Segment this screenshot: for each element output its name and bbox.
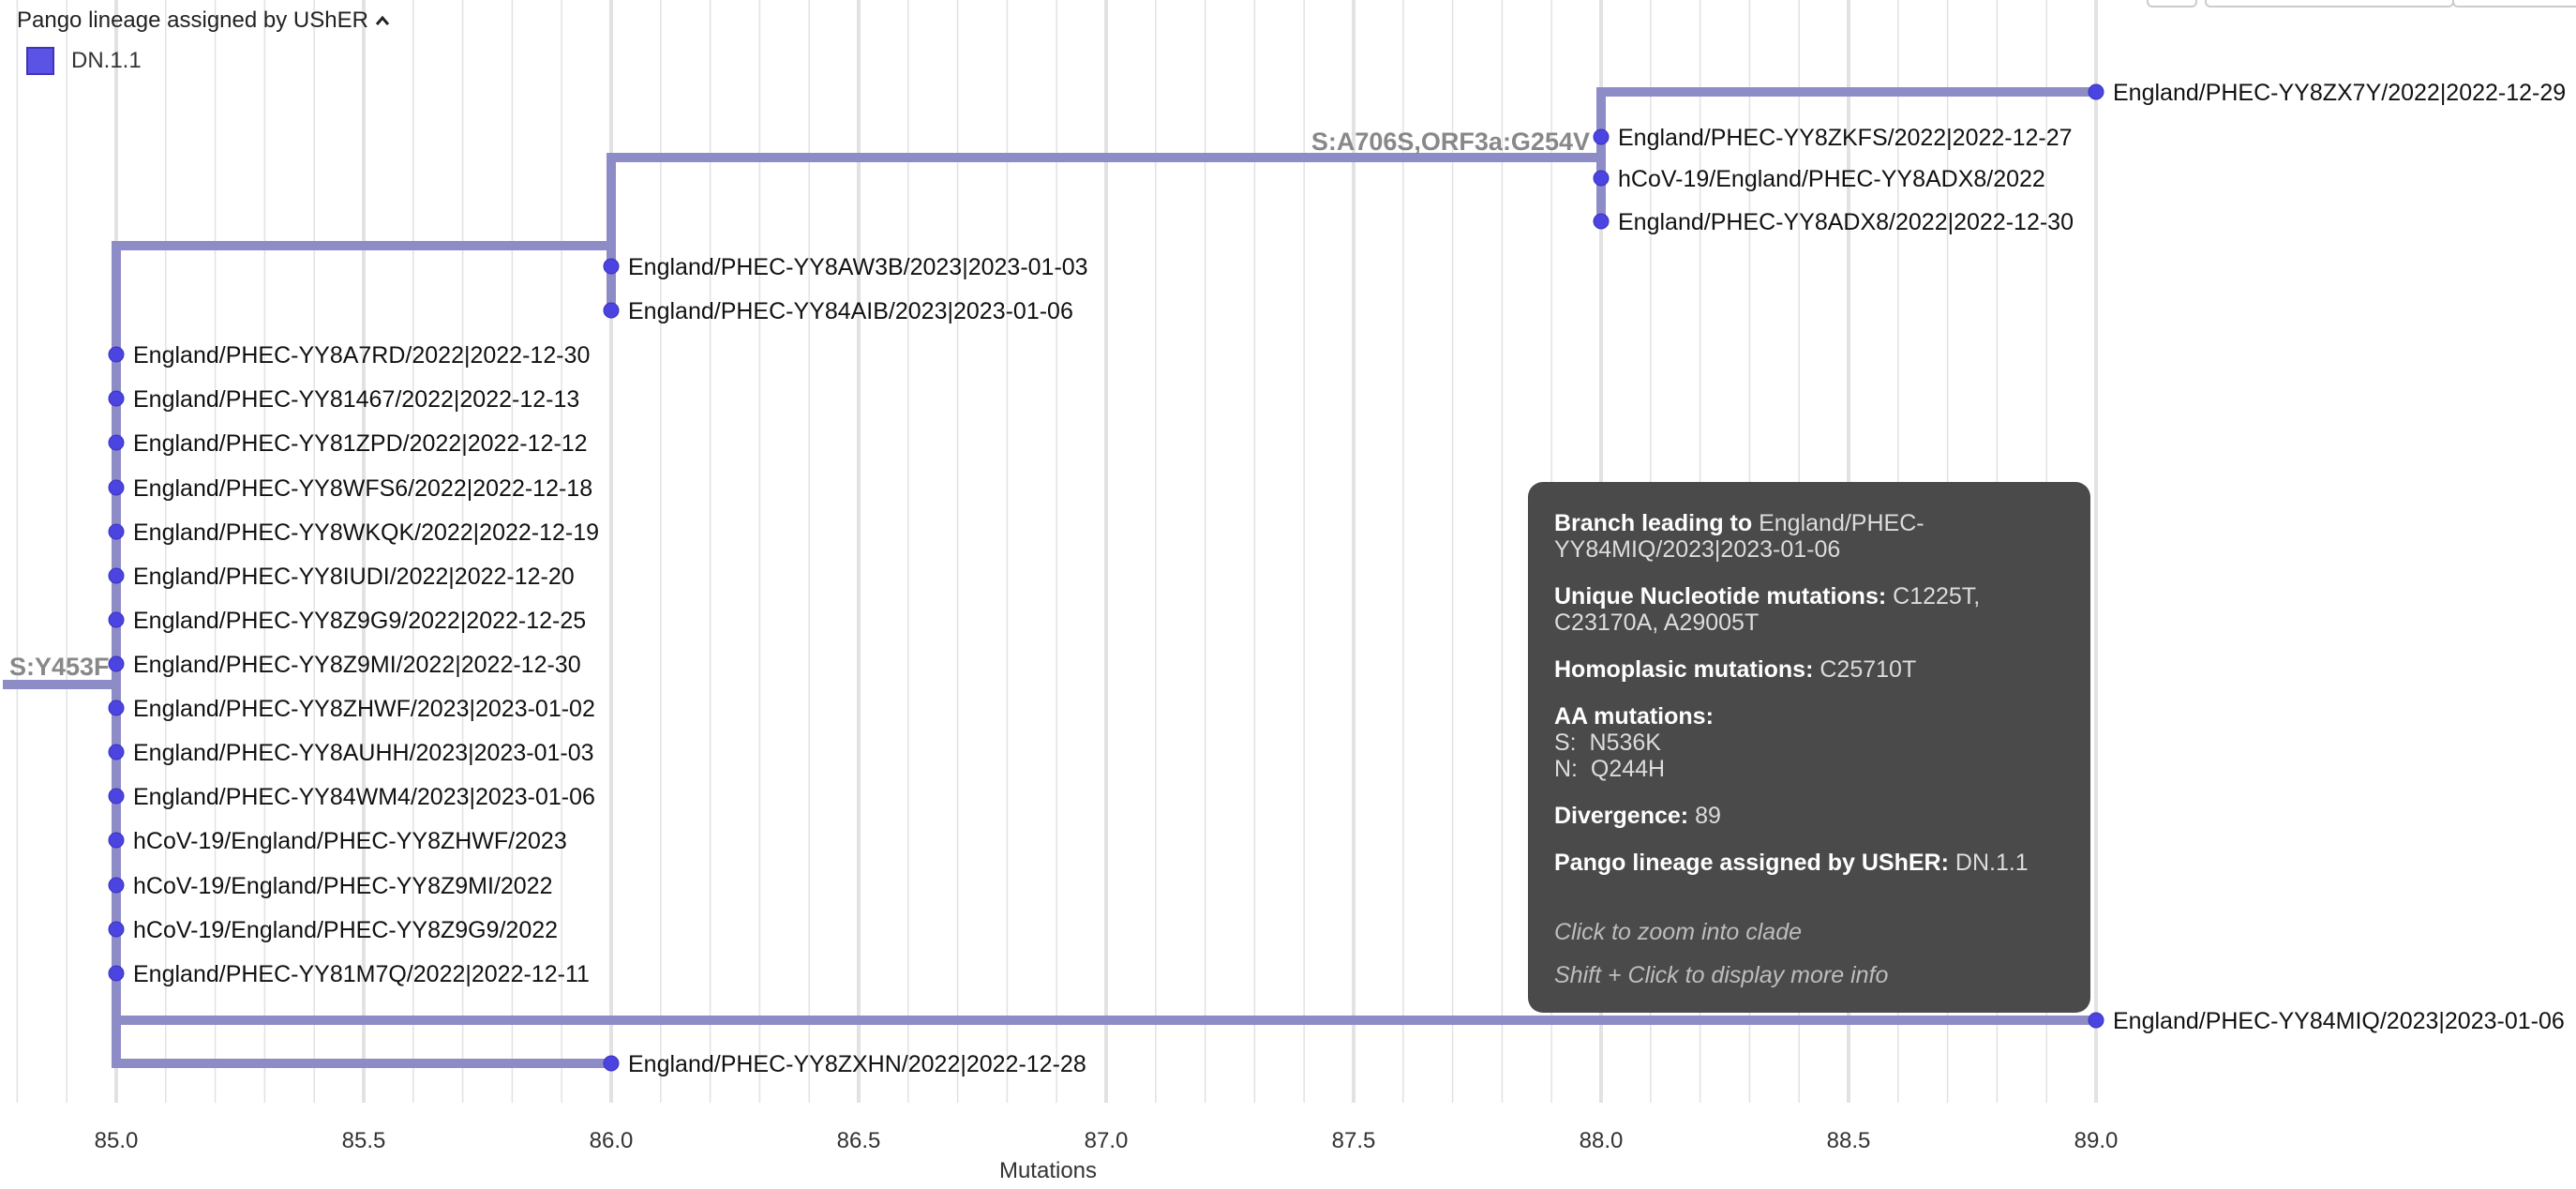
legend-title: Pango lineage assigned by UShER bbox=[17, 8, 368, 33]
node-leaf[interactable] bbox=[108, 390, 125, 407]
node-leaf[interactable] bbox=[108, 700, 125, 716]
x-tick-label: 89.0 bbox=[2074, 1128, 2119, 1153]
tooltip-pango-key: Pango lineage assigned by UShER: bbox=[1554, 850, 1949, 876]
tooltip-branch-key: Branch leading to bbox=[1554, 510, 1753, 536]
leaf-label: England/PHEC-YY8AW3B/2023|2023-01-03 bbox=[628, 254, 1088, 280]
node-leaf[interactable] bbox=[603, 302, 620, 319]
node-leaf[interactable] bbox=[603, 1055, 620, 1072]
node-leaf[interactable] bbox=[2088, 1012, 2104, 1029]
node-leaf[interactable] bbox=[108, 788, 125, 805]
node-leaf[interactable] bbox=[1593, 128, 1610, 145]
mutation-label: S:Y453F bbox=[9, 653, 110, 681]
leaf-label: hCoV-19/England/PHEC-YY8Z9G9/2022 bbox=[133, 917, 558, 943]
x-tick-label: 85.0 bbox=[95, 1128, 139, 1153]
x-axis-label: Mutations bbox=[999, 1158, 1097, 1183]
leaf-label: England/PHEC-YY8WKQK/2022|2022-12-19 bbox=[133, 519, 599, 546]
tooltip-pango-value: DN.1.1 bbox=[1954, 850, 2029, 876]
node-leaf[interactable] bbox=[108, 744, 125, 760]
tooltip-aa-s: S: N536K bbox=[1554, 730, 1661, 756]
tooltip-branch-value: England/PHEC-YY84MIQ/2023|2023-01-06 bbox=[1554, 510, 1925, 563]
leaf-label: England/PHEC-YY8ZKFS/2022|2022-12-27 bbox=[1618, 125, 2073, 151]
chevron-up-icon[interactable] bbox=[374, 12, 391, 29]
x-tick-label: 88.5 bbox=[1827, 1128, 1871, 1153]
node-leaf[interactable] bbox=[108, 921, 125, 938]
leaf-label: England/PHEC-YY8ZX7Y/2022|2022-12-29 bbox=[2113, 80, 2566, 106]
tooltip-divergence-row: Divergence: 89 bbox=[1554, 803, 2064, 829]
x-tick-label: 87.0 bbox=[1085, 1128, 1129, 1153]
node-leaf[interactable] bbox=[603, 258, 620, 275]
tooltip-aa-row: AA mutations: S: N536K N: Q244H bbox=[1554, 703, 2064, 782]
grid-lines bbox=[16, 0, 2098, 1103]
leaf-label: England/PHEC-YY81M7Q/2022|2022-12-11 bbox=[133, 961, 590, 987]
mutation-label: S:A706S,ORF3a:G254V bbox=[1311, 128, 1590, 156]
leaf-label: England/PHEC-YY84WM4/2023|2023-01-06 bbox=[133, 784, 595, 810]
node-leaf[interactable] bbox=[108, 965, 125, 982]
tooltip-divergence-key: Divergence: bbox=[1554, 803, 1689, 829]
node-leaf[interactable] bbox=[1593, 213, 1610, 230]
x-tick-label: 86.5 bbox=[837, 1128, 881, 1153]
leaf-label: England/PHEC-YY8Z9MI/2022|2022-12-30 bbox=[133, 652, 581, 678]
leaf-label: England/PHEC-YY8IUDI/2022|2022-12-20 bbox=[133, 564, 575, 590]
tooltip-unique-key: Unique Nucleotide mutations: bbox=[1554, 583, 1887, 610]
tooltip-hint-info: Shift + Click to display more info bbox=[1554, 962, 1889, 988]
leaf-label: England/PHEC-YY84AIB/2023|2023-01-06 bbox=[628, 298, 1073, 324]
node-leaf[interactable] bbox=[2088, 83, 2104, 100]
node-leaf[interactable] bbox=[108, 655, 125, 672]
node-leaf[interactable] bbox=[108, 346, 125, 363]
tooltip-divergence-value: 89 bbox=[1695, 803, 1721, 829]
tooltip-aa-key: AA mutations: bbox=[1554, 703, 1714, 730]
leaf-label: England/PHEC-YY81ZPD/2022|2022-12-12 bbox=[133, 430, 588, 457]
x-axis: 85.0 85.5 86.0 86.5 87.0 87.5 88.0 88.5 89.0 Muta… bbox=[95, 1128, 2119, 1183]
branch-tooltip: Branch leading to England/PHEC-YY84MIQ/2… bbox=[1528, 482, 2090, 1013]
tooltip-unique-value: C1225T, C23170A, A29005T bbox=[1554, 583, 1981, 636]
legend-item-dn-1-1[interactable]: DN.1.1 bbox=[26, 47, 142, 75]
leaf-label: England/PHEC-YY8Z9G9/2022|2022-12-25 bbox=[133, 608, 586, 634]
node-leaf[interactable] bbox=[108, 523, 125, 540]
leaf-label: hCoV-19/England/PHEC-YY8Z9MI/2022 bbox=[133, 873, 552, 899]
leaf-label: hCoV-19/England/PHEC-YY8ZHWF/2023 bbox=[133, 828, 567, 854]
leaf-label: hCoV-19/England/PHEC-YY8ADX8/2022 bbox=[1618, 166, 2045, 192]
tooltip-branch-row: Branch leading to England/PHEC-YY84MIQ/2… bbox=[1554, 510, 2064, 563]
x-tick-label: 86.0 bbox=[590, 1128, 634, 1153]
tooltip-hint-zoom: Click to zoom into clade bbox=[1554, 919, 1803, 945]
toolbar-button-a[interactable] bbox=[2147, 0, 2197, 8]
x-tick-label: 88.0 bbox=[1580, 1128, 1624, 1153]
tooltip-unique-row: Unique Nucleotide mutations: C1225T, C23… bbox=[1554, 583, 2064, 636]
toolbar-button-c[interactable] bbox=[2452, 0, 2576, 8]
leaf-labels: England/PHEC-YY8ZX7Y/2022|2022-12-29 Engl… bbox=[133, 80, 2566, 1077]
node-leaf[interactable] bbox=[108, 434, 125, 451]
node-leaf[interactable] bbox=[108, 832, 125, 849]
leaf-label: England/PHEC-YY8ADX8/2022|2022-12-30 bbox=[1618, 209, 2074, 235]
leaf-label: England/PHEC-YY81467/2022|2022-12-13 bbox=[133, 386, 579, 413]
tooltip-homoplasic-row: Homoplasic mutations: C25710T bbox=[1554, 656, 2064, 683]
tooltip-aa-n: N: Q244H bbox=[1554, 756, 1666, 782]
x-tick-label: 87.5 bbox=[1332, 1128, 1376, 1153]
leaf-label: England/PHEC-YY8ZHWF/2023|2023-01-02 bbox=[133, 696, 595, 722]
mutation-labels: S:Y453F S:A706S,ORF3a:G254V bbox=[9, 128, 1590, 681]
tooltip-homoplasic-value: C25710T bbox=[1820, 656, 1917, 683]
leaf-label: England/PHEC-YY8AUHH/2023|2023-01-03 bbox=[133, 740, 594, 766]
leaf-label: England/PHEC-YY8WFS6/2022|2022-12-18 bbox=[133, 475, 592, 502]
node-leaf[interactable] bbox=[108, 567, 125, 584]
tree-branches[interactable] bbox=[3, 87, 2101, 1068]
legend-swatch bbox=[26, 47, 54, 75]
node-leaf[interactable] bbox=[108, 877, 125, 894]
tooltip-pango-row: Pango lineage assigned by UShER: DN.1.1 bbox=[1554, 850, 2064, 876]
node-leaf[interactable] bbox=[108, 611, 125, 628]
legend-item-label: DN.1.1 bbox=[71, 48, 142, 73]
node-leaf[interactable] bbox=[1593, 170, 1610, 187]
legend-header[interactable]: Pango lineage assigned by UShER bbox=[17, 8, 391, 34]
tooltip-homoplasic-key: Homoplasic mutations: bbox=[1554, 656, 1814, 683]
tree-nodes[interactable] bbox=[108, 83, 2104, 1072]
leaf-label: England/PHEC-YY8A7RD/2022|2022-12-30 bbox=[133, 342, 590, 369]
leaf-label: England/PHEC-YY8ZXHN/2022|2022-12-28 bbox=[628, 1051, 1086, 1077]
leaf-label: England/PHEC-YY84MIQ/2023|2023-01-06 bbox=[2113, 1008, 2565, 1034]
x-tick-label: 85.5 bbox=[342, 1128, 386, 1153]
node-leaf[interactable] bbox=[108, 479, 125, 496]
